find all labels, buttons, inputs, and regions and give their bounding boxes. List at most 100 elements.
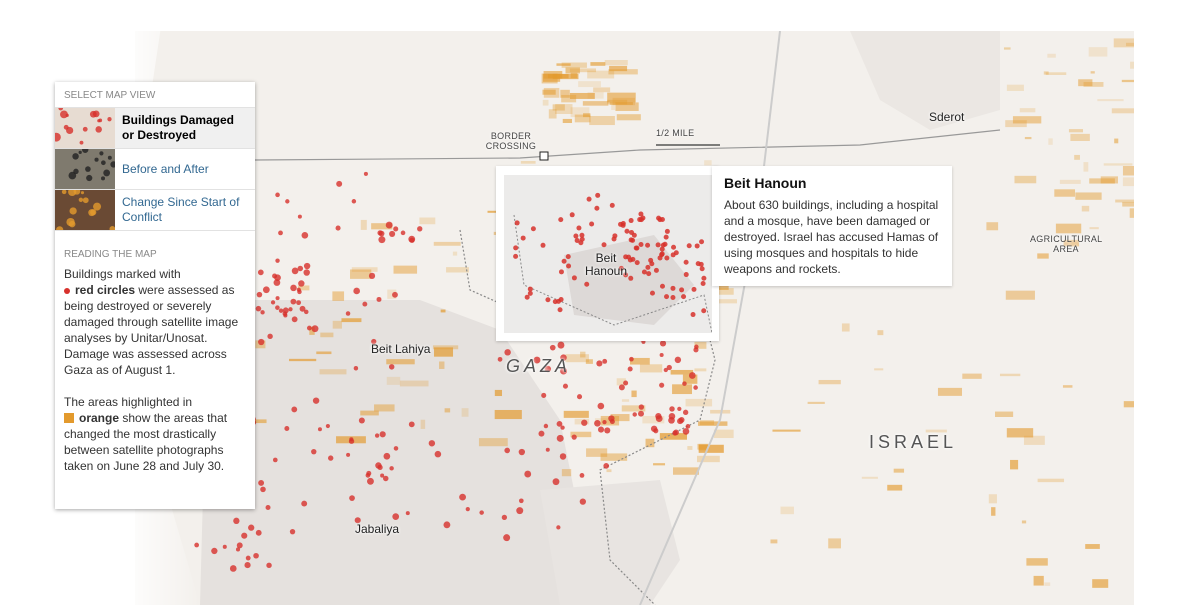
orange-patch bbox=[610, 414, 630, 422]
damage-dot bbox=[638, 410, 644, 417]
damage-dot bbox=[694, 243, 700, 249]
orange-patch bbox=[708, 299, 738, 304]
orange-patch bbox=[606, 469, 612, 473]
orange-patch bbox=[542, 89, 556, 95]
orange-patch bbox=[1122, 201, 1146, 207]
damage-dot bbox=[311, 325, 319, 333]
damage-dot bbox=[363, 171, 368, 176]
thumbnail-mark bbox=[78, 197, 84, 202]
legend-text: The areas highlighted in bbox=[64, 395, 193, 409]
orange-patch bbox=[1047, 53, 1056, 58]
thumbnail-mark bbox=[99, 151, 104, 156]
orange-patch bbox=[1037, 478, 1065, 483]
damage-dot bbox=[278, 230, 283, 236]
damage-dot bbox=[655, 415, 663, 422]
damage-dot bbox=[671, 244, 677, 250]
orange-patch bbox=[555, 104, 573, 115]
orange-patch bbox=[670, 369, 694, 375]
damage-dot bbox=[670, 294, 676, 300]
damage-dot bbox=[609, 202, 615, 208]
inset-label: Beit Hanoun bbox=[584, 251, 628, 278]
damage-dot bbox=[638, 404, 645, 410]
thumbnail-mark bbox=[56, 226, 64, 230]
damage-dot bbox=[245, 555, 251, 561]
orange-patch bbox=[994, 411, 1014, 417]
damage-dot bbox=[351, 199, 357, 204]
orange-patch bbox=[1024, 136, 1032, 140]
border-fence bbox=[513, 214, 712, 333]
damage-dot bbox=[262, 286, 270, 294]
border-line bbox=[254, 129, 1001, 161]
orange-patch bbox=[1043, 71, 1049, 75]
damage-dot bbox=[257, 269, 264, 276]
damage-dot bbox=[501, 514, 508, 521]
orange-patch bbox=[494, 409, 522, 420]
thumbnail-mark bbox=[107, 155, 112, 160]
orange-patch bbox=[548, 109, 557, 119]
road bbox=[639, 30, 781, 605]
orange-patch bbox=[698, 421, 728, 426]
orange-patch bbox=[1111, 108, 1140, 114]
orange-patch bbox=[1070, 133, 1090, 141]
damage-dot bbox=[611, 236, 617, 242]
orange-patch bbox=[1081, 205, 1090, 212]
damage-dot bbox=[296, 300, 302, 306]
damage-dot bbox=[557, 307, 563, 313]
damage-dot bbox=[602, 420, 607, 425]
orange-patch bbox=[570, 72, 578, 79]
orange-patch bbox=[685, 398, 713, 407]
orange-patch bbox=[446, 267, 469, 273]
orange-patch bbox=[582, 101, 609, 106]
damage-dot bbox=[303, 309, 309, 315]
thumbnail-mark bbox=[88, 209, 96, 217]
damage-dot bbox=[589, 221, 595, 227]
damage-dot bbox=[290, 298, 297, 305]
view-option[interactable]: Change Since Start of Conflict bbox=[55, 189, 255, 230]
damage-dot bbox=[562, 383, 569, 389]
damage-dot bbox=[274, 274, 281, 282]
damage-dot bbox=[233, 517, 240, 524]
orange-patch bbox=[1114, 138, 1119, 144]
damage-dot bbox=[256, 291, 263, 298]
orange-patch bbox=[319, 369, 347, 375]
legend: READING THE MAP Buildings marked with red… bbox=[55, 230, 255, 474]
damage-dot bbox=[674, 356, 682, 364]
legend-keyword: orange bbox=[79, 411, 120, 425]
damage-dot bbox=[574, 238, 580, 244]
damage-dot bbox=[377, 464, 383, 470]
orange-patch bbox=[639, 364, 663, 373]
damage-dot bbox=[211, 547, 218, 555]
damage-dot bbox=[244, 561, 251, 569]
orange-patch bbox=[371, 223, 393, 230]
damage-dot bbox=[377, 230, 383, 236]
orange-patch bbox=[386, 359, 415, 365]
damage-dot bbox=[569, 212, 575, 218]
orange-patch bbox=[288, 358, 317, 362]
orange-patch bbox=[386, 376, 401, 385]
damage-dot bbox=[576, 225, 582, 231]
damage-dot bbox=[275, 305, 280, 310]
damage-dot bbox=[518, 498, 524, 504]
damage-dot bbox=[275, 258, 280, 263]
orange-patch bbox=[1083, 162, 1089, 172]
view-option[interactable]: Buildings Damaged or Destroyed bbox=[55, 107, 255, 148]
damage-dot bbox=[596, 360, 603, 367]
damage-dot bbox=[349, 495, 355, 501]
orange-patch bbox=[1125, 42, 1137, 47]
damage-dot bbox=[618, 265, 624, 271]
damage-dot bbox=[602, 358, 608, 364]
damage-dot bbox=[670, 285, 676, 291]
view-option[interactable]: Before and After bbox=[55, 148, 255, 189]
orange-patch bbox=[440, 309, 446, 313]
margin bbox=[1134, 0, 1192, 605]
damage-dot bbox=[400, 230, 406, 236]
orange-patch bbox=[255, 419, 267, 424]
damage-dot bbox=[655, 242, 661, 248]
section-title: SELECT MAP VIEW bbox=[64, 90, 156, 101]
damage-dot bbox=[624, 228, 630, 234]
damage-dot bbox=[301, 231, 309, 239]
damage-dot bbox=[668, 416, 675, 424]
orange-patch bbox=[565, 67, 580, 74]
damage-dot bbox=[664, 294, 670, 300]
region-label: ISRAEL bbox=[869, 432, 958, 452]
